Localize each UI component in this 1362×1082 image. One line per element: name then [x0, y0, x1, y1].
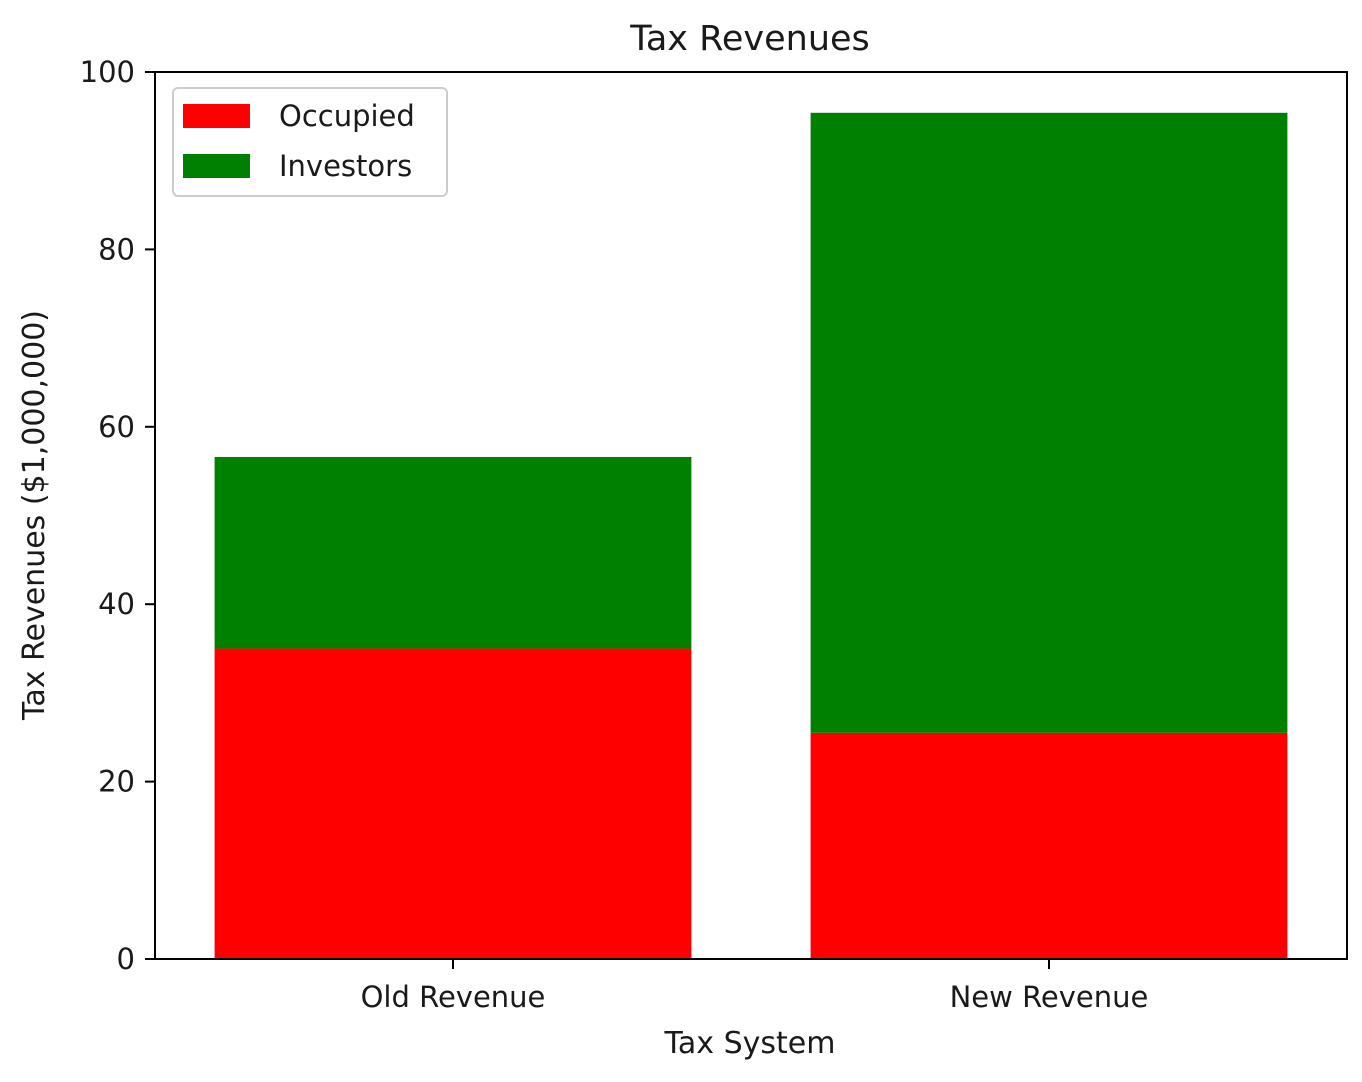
- legend-swatch-occupied: [183, 104, 250, 128]
- legend-label-investors: Investors: [279, 149, 412, 183]
- y-axis: 0 20 40 60 80 100: [80, 55, 155, 976]
- y-tick-label: 100: [80, 55, 135, 89]
- plot-frame: [154, 71, 1348, 960]
- x-axis: Old Revenue New Revenue: [361, 959, 1149, 1014]
- legend: Occupied Investors: [172, 87, 448, 197]
- chart-title: Tax Revenues: [629, 19, 870, 59]
- bar-investors-new-revenue: [810, 112, 1288, 733]
- bar-investors-old-revenue: [214, 456, 692, 649]
- y-axis-label: Tax Revenues ($1,000,000): [17, 310, 52, 721]
- x-axis-label: Tax System: [664, 1026, 836, 1061]
- y-tick-label: 60: [98, 410, 135, 444]
- bar-occupied-new-revenue: [810, 732, 1288, 959]
- legend-label-occupied: Occupied: [279, 99, 415, 133]
- y-tick-label: 80: [98, 232, 135, 266]
- y-tick-label: 0: [117, 942, 135, 976]
- bars-group: [214, 112, 1288, 959]
- x-tick-label: Old Revenue: [361, 980, 546, 1014]
- bar-occupied-old-revenue: [214, 648, 692, 959]
- y-tick-label: 20: [98, 765, 135, 799]
- legend-swatch-investors: [183, 154, 250, 178]
- x-tick-label: New Revenue: [950, 980, 1149, 1014]
- y-tick-label: 40: [98, 587, 135, 621]
